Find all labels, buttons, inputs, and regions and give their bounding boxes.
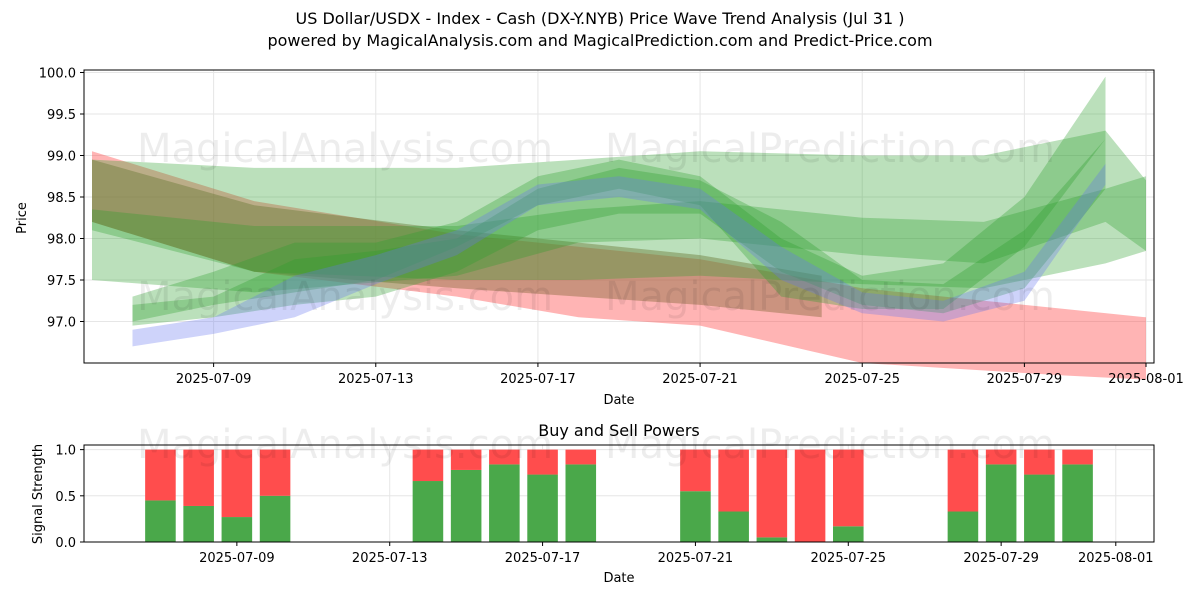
price-band-green-5 — [132, 76, 1106, 322]
signal-plot-frame — [83, 444, 1155, 543]
watermark-analysis-mid: MagicalAnalysis.com — [137, 274, 553, 320]
price-band-blue-6 — [132, 163, 1106, 347]
watermark-analysis-top: MagicalAnalysis.com — [137, 126, 553, 172]
chart-subtitle: powered by MagicalAnalysis.com and Magic… — [267, 31, 933, 50]
signal-y-axis: 0.0 0.5 1.0 — [55, 444, 84, 551]
price-x-tick-label: 2025-07-13 — [338, 372, 414, 387]
buy-bar — [565, 464, 597, 542]
sell-bar — [1062, 449, 1093, 465]
buy-bar — [833, 526, 864, 542]
price-x-tick-label: 2025-07-09 — [176, 372, 252, 387]
buy-bar — [756, 537, 788, 542]
sell-bar — [450, 449, 482, 470]
buy-bar — [947, 511, 979, 542]
signal-x-label: Date — [603, 571, 634, 586]
sell-bar — [794, 449, 826, 542]
buy-bar — [985, 464, 1017, 542]
price-x-tick-label: 2025-07-17 — [500, 372, 576, 387]
signal-title: Buy and Sell Powers — [538, 421, 700, 440]
buy-bar — [1062, 464, 1093, 542]
price-band-green-2 — [92, 130, 1146, 289]
price-y-tick-label: 99.5 — [47, 108, 76, 123]
signal-y-tick-label: 0.0 — [55, 536, 76, 551]
signal-bars — [145, 449, 1093, 542]
price-y-tick-label: 97.5 — [47, 274, 76, 289]
signal-x-tick-label: 2025-08-01 — [1078, 551, 1154, 566]
sell-bar — [221, 449, 253, 518]
sell-bar — [947, 449, 979, 512]
buy-bar — [412, 481, 444, 542]
signal-y-tick-label: 1.0 — [55, 444, 76, 459]
buy-bar — [489, 464, 520, 542]
buy-bar — [527, 474, 558, 542]
sell-bar — [680, 449, 711, 492]
sell-bar — [833, 449, 864, 527]
signal-panel: Buy and Sell Powers MagicalAnalysis.com … — [31, 421, 1155, 586]
price-bands — [92, 76, 1146, 380]
sell-bar — [489, 449, 520, 465]
watermark-prediction-top: MagicalPrediction.com — [605, 126, 1055, 172]
buy-bar — [221, 517, 253, 542]
chart-title: US Dollar/USDX - Index - Cash (DX-Y.NYB)… — [295, 9, 905, 28]
price-panel: MagicalAnalysis.com MagicalPrediction.co… — [15, 66, 1184, 408]
signal-x-tick-label: 2025-07-21 — [658, 551, 734, 566]
sell-bar — [1024, 449, 1055, 475]
price-x-label: Date — [603, 393, 634, 408]
buy-bar — [680, 491, 711, 542]
price-grid — [84, 70, 1154, 363]
price-band-brown-1 — [92, 159, 822, 318]
buy-bar — [450, 469, 482, 542]
buy-bar — [718, 511, 749, 542]
sell-bar — [756, 449, 788, 538]
price-y-tick-label: 98.0 — [47, 232, 76, 247]
buy-bar — [1024, 474, 1055, 542]
price-y-tick-label: 100.0 — [39, 66, 76, 81]
sell-bar — [527, 449, 558, 475]
buy-bar — [183, 505, 214, 542]
sell-bar — [145, 449, 176, 501]
price-band-green-3 — [92, 176, 1146, 293]
buy-bar — [145, 500, 176, 542]
sell-bar — [565, 449, 597, 465]
sell-bar — [259, 449, 291, 496]
price-band-green-4 — [132, 138, 1106, 326]
sell-bar — [718, 449, 749, 512]
price-band-red-0 — [92, 151, 1146, 380]
price-x-tick-label: 2025-07-29 — [987, 372, 1063, 387]
price-x-tick-label: 2025-07-25 — [824, 372, 900, 387]
signal-x-tick-label: 2025-07-13 — [352, 551, 428, 566]
price-y-axis: 97.0 97.5 98.0 98.5 99.0 99.5 100.0 — [39, 66, 84, 330]
sell-bar — [985, 449, 1017, 465]
signal-x-tick-label: 2025-07-29 — [963, 551, 1039, 566]
sell-bar — [412, 449, 444, 482]
price-y-tick-label: 99.0 — [47, 149, 76, 164]
price-y-tick-label: 98.5 — [47, 191, 76, 206]
price-plot-background — [84, 70, 1154, 363]
price-x-axis: 2025-07-09 2025-07-13 2025-07-17 2025-07-21… — [176, 363, 1184, 387]
signal-x-axis: 2025-07-09 2025-07-13 2025-07-17 2025-07-21… — [199, 542, 1154, 566]
signal-x-tick-label: 2025-07-17 — [505, 551, 581, 566]
price-y-tick-label: 97.0 — [47, 315, 76, 330]
price-x-tick-label: 2025-08-01 — [1108, 372, 1184, 387]
sell-bar — [183, 449, 214, 506]
signal-y-tick-label: 0.5 — [55, 490, 76, 505]
signal-x-tick-label: 2025-07-09 — [199, 551, 275, 566]
watermark-prediction-mid: MagicalPrediction.com — [605, 274, 1055, 320]
price-x-tick-label: 2025-07-21 — [662, 372, 738, 387]
signal-x-tick-label: 2025-07-25 — [811, 551, 887, 566]
signal-y-label: Signal Strength — [31, 444, 46, 544]
price-plot-frame — [83, 69, 1155, 364]
price-y-label: Price — [15, 202, 30, 234]
buy-bar — [259, 495, 291, 542]
